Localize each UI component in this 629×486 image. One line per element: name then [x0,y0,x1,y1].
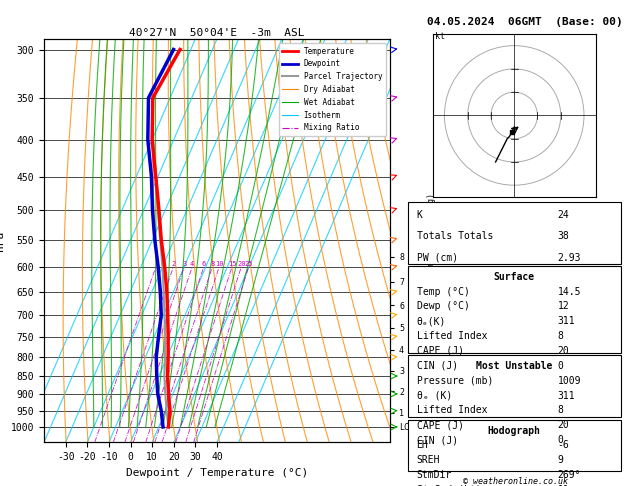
Bar [408,355,621,417]
Text: Lifted Index: Lifted Index [416,405,487,416]
Text: 3: 3 [182,261,186,267]
Bar [408,266,621,353]
Text: 1: 1 [153,261,158,267]
Text: 20: 20 [558,346,569,356]
Text: 15: 15 [228,261,237,267]
Text: Surface: Surface [494,272,535,282]
Text: © weatheronline.co.uk: © weatheronline.co.uk [464,477,568,486]
Text: Most Unstable: Most Unstable [476,361,552,371]
Text: 2: 2 [171,261,175,267]
Text: 20: 20 [558,420,569,430]
Text: 11: 11 [558,485,569,486]
Y-axis label: hPa: hPa [0,230,5,251]
Text: 8: 8 [558,405,564,416]
Text: 04.05.2024  06GMT  (Base: 00): 04.05.2024 06GMT (Base: 00) [427,17,623,27]
Text: 2.93: 2.93 [558,253,581,263]
Text: 14.5: 14.5 [558,287,581,296]
Text: CAPE (J): CAPE (J) [416,346,464,356]
Text: 1009: 1009 [558,376,581,386]
Text: θₑ (K): θₑ (K) [416,391,452,400]
Text: EH: EH [416,440,428,451]
Text: CIN (J): CIN (J) [416,361,458,371]
Legend: Temperature, Dewpoint, Parcel Trajectory, Dry Adiabat, Wet Adiabat, Isotherm, Mi: Temperature, Dewpoint, Parcel Trajectory… [279,43,386,136]
Text: θₑ(K): θₑ(K) [416,316,446,326]
Y-axis label: km
ASL: km ASL [420,232,441,249]
Text: Pressure (mb): Pressure (mb) [416,376,493,386]
Text: Dewp (°C): Dewp (°C) [416,301,469,312]
Text: 6: 6 [202,261,206,267]
Text: CAPE (J): CAPE (J) [416,420,464,430]
Text: 311: 311 [558,316,576,326]
Text: Mixing Ratio (g/kg): Mixing Ratio (g/kg) [427,193,436,288]
Text: PW (cm): PW (cm) [416,253,458,263]
Text: Hodograph: Hodograph [487,426,541,435]
Text: 12: 12 [558,301,569,312]
Text: 10: 10 [215,261,223,267]
Text: 9: 9 [558,455,564,465]
Text: 311: 311 [558,391,576,400]
Text: 8: 8 [210,261,214,267]
Text: Temp (°C): Temp (°C) [416,287,469,296]
Text: -6: -6 [558,440,569,451]
Text: 20: 20 [237,261,245,267]
Text: StmDir: StmDir [416,470,452,480]
Text: 269°: 269° [558,470,581,480]
Text: Lifted Index: Lifted Index [416,331,487,341]
Text: Totals Totals: Totals Totals [416,231,493,242]
Bar [408,202,621,264]
Text: 38: 38 [558,231,569,242]
X-axis label: Dewpoint / Temperature (°C): Dewpoint / Temperature (°C) [126,468,308,478]
Title: 40°27'N  50°04'E  -3m  ASL: 40°27'N 50°04'E -3m ASL [129,28,305,38]
Text: kt: kt [435,32,445,41]
Text: 24: 24 [558,210,569,220]
Bar [408,420,621,471]
Text: 4: 4 [190,261,194,267]
Text: K: K [416,210,423,220]
Text: StmSpd (kt): StmSpd (kt) [416,485,481,486]
Text: 8: 8 [558,331,564,341]
Text: CIN (J): CIN (J) [416,435,458,445]
Text: SREH: SREH [416,455,440,465]
Text: 25: 25 [245,261,253,267]
Text: 0: 0 [558,361,564,371]
Text: 0: 0 [558,435,564,445]
